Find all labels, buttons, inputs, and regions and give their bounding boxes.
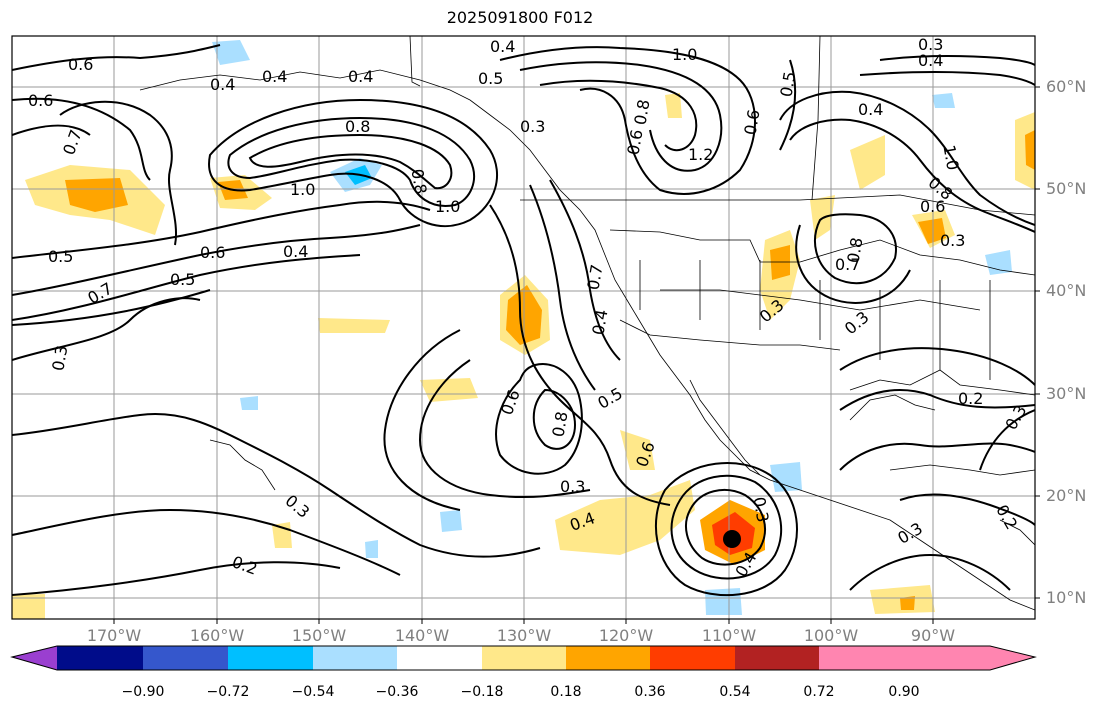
lon-label: 130°W [496,626,552,645]
lat-label: 10°N [1046,588,1087,607]
graticule [12,36,1035,619]
colorbar-segment [397,646,482,670]
lat-label: 40°N [1046,281,1087,300]
contour-label: 0.3 [520,117,545,136]
contour-lines [12,44,1035,597]
contour-label: 0.8 [345,117,370,136]
colorbar-tick-label: −0.18 [460,684,504,700]
colorbar-segment [650,646,735,670]
lat-label: 60°N [1046,77,1087,96]
contour-label: 0.7 [835,255,860,274]
contour-label: 0.4 [858,100,883,119]
contour-label: 0.3 [940,231,965,250]
lon-label: 150°W [291,626,347,645]
lon-label: 140°W [394,626,450,645]
contour-label: 0.8 [407,167,430,195]
lon-label: 90°W [910,626,956,645]
lat-label: 50°N [1046,179,1087,198]
colorbar-tick-label: 0.18 [550,684,582,700]
contour-label: 0.5 [776,70,799,98]
colorbar-tick-label: 0.54 [719,684,751,700]
contour-label: 0.5 [170,270,195,289]
contour-label: 0.4 [348,67,373,86]
colorbar-tick-label: 0.36 [634,684,666,700]
colorbar-segment [313,646,397,670]
coastlines [139,36,1035,611]
colorbar [10,645,1037,671]
colorbar-segment [482,646,566,670]
colorbar-tick-label: −0.90 [121,684,165,700]
contour-label: 0.3 [560,477,585,496]
contour-label: 0.4 [283,242,308,261]
contour-label: 0.3 [918,35,943,54]
lon-label: 100°W [803,626,859,645]
lon-label: 120°W [598,626,654,645]
contour-label: 0.2 [958,389,983,408]
contour-label: 0.7 [583,263,606,291]
contour-label: 1.0 [672,45,697,64]
colorbar-tick-label: 0.90 [888,684,920,700]
contour-label: 0.4 [262,67,287,86]
storm-center-marker [723,530,741,548]
colorbar-tick-label: −0.36 [375,684,419,700]
lat-label: 20°N [1046,486,1087,505]
contour-label: 0.3 [48,344,71,372]
contour-label: 0.4 [588,308,611,336]
contour-label: 0.6 [28,91,53,110]
contour-label: 0.8 [548,410,571,438]
colorbar-segment [143,646,228,670]
contour-label: 0.8 [630,98,653,126]
contour-label: 1.0 [939,143,962,171]
contour-label: 0.4 [918,51,943,70]
lon-label: 160°W [189,626,245,645]
contour-label: 0.8 [843,236,866,264]
contour-label: 0.6 [623,128,646,156]
axis-ticks [113,86,1040,624]
colorbar-tick-label: −0.54 [291,684,335,700]
contour-label: 0.3 [749,495,772,523]
colorbar-segment [228,646,313,670]
lon-label: 110°W [701,626,757,645]
contour-label: 0.6 [200,243,225,262]
contour-label: 0.6 [740,108,763,136]
contour-label: 0.4 [210,75,235,94]
contour-label: 1.0 [435,197,460,216]
colorbar-segment [819,646,1035,670]
contour-label: 0.5 [478,69,503,88]
contour-label: 0.5 [48,247,73,266]
lat-label: 30°N [1046,384,1087,403]
colorbar-outline [10,645,1037,671]
contour-label: 1.0 [290,180,315,199]
colorbar-tick-label: −0.72 [206,684,250,700]
colorbar-tick-label: 0.72 [803,684,835,700]
colorbar-segment [735,646,819,670]
contour-label: 0.6 [920,197,945,216]
contour-label: 0.6 [68,55,93,74]
lon-label: 170°W [86,626,142,645]
contour-label: 0.4 [490,37,515,56]
colorbar-segment [12,646,57,670]
contour-label: 1.2 [688,145,713,164]
colorbar-segment [566,646,650,670]
map-title: 2025091800 F012 [446,8,594,27]
colorbar-segment [57,646,143,670]
